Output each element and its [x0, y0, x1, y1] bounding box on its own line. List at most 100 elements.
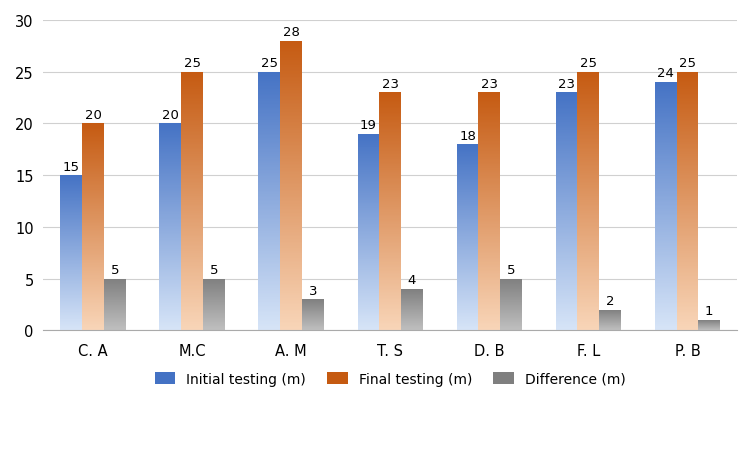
Bar — [456, 326, 478, 327]
Bar — [655, 231, 677, 233]
Bar — [60, 199, 82, 200]
Bar — [357, 256, 379, 257]
Bar — [379, 293, 401, 294]
Bar — [655, 280, 677, 281]
Bar — [159, 231, 181, 232]
Bar — [379, 221, 401, 222]
Bar — [357, 302, 379, 303]
Bar — [456, 273, 478, 274]
Bar — [478, 181, 500, 182]
Bar — [655, 92, 677, 93]
Bar — [655, 311, 677, 312]
Bar — [357, 221, 379, 222]
Bar — [456, 221, 478, 222]
Bar — [379, 107, 401, 109]
Bar — [181, 278, 203, 279]
Text: 24: 24 — [657, 67, 674, 80]
Bar — [60, 182, 82, 183]
Bar — [159, 230, 181, 231]
Bar — [181, 154, 203, 155]
Bar — [456, 282, 478, 283]
Bar — [181, 230, 203, 231]
Bar — [181, 87, 203, 88]
Bar — [578, 205, 599, 207]
Bar — [357, 297, 379, 298]
Bar — [677, 132, 699, 133]
Bar — [181, 316, 203, 318]
Bar — [181, 276, 203, 278]
Bar — [259, 189, 280, 190]
Bar — [677, 253, 699, 254]
Bar — [677, 127, 699, 128]
Bar — [181, 235, 203, 236]
Bar — [357, 299, 379, 300]
Bar — [181, 78, 203, 79]
Bar — [357, 181, 379, 183]
Bar — [181, 265, 203, 266]
Bar — [578, 125, 599, 127]
Bar — [259, 91, 280, 92]
Bar — [280, 327, 302, 329]
Bar — [556, 290, 578, 291]
Bar — [159, 157, 181, 158]
Bar — [655, 318, 677, 319]
Bar — [677, 268, 699, 270]
Bar — [556, 177, 578, 179]
Bar — [578, 295, 599, 296]
Bar — [578, 208, 599, 209]
Bar — [357, 287, 379, 288]
Bar — [259, 244, 280, 245]
Bar — [280, 153, 302, 154]
Bar — [181, 194, 203, 195]
Bar — [655, 183, 677, 184]
Bar — [379, 173, 401, 174]
Bar — [556, 250, 578, 251]
Bar — [556, 273, 578, 275]
Bar — [677, 163, 699, 164]
Bar — [379, 93, 401, 94]
Bar — [556, 109, 578, 110]
Bar — [357, 313, 379, 314]
Bar — [677, 202, 699, 203]
Bar — [159, 187, 181, 188]
Bar — [259, 310, 280, 311]
Bar — [379, 174, 401, 175]
Bar — [655, 177, 677, 178]
Bar — [556, 154, 578, 155]
Bar — [379, 147, 401, 148]
Bar — [159, 169, 181, 170]
Bar — [379, 113, 401, 115]
Bar — [578, 212, 599, 213]
Bar — [478, 227, 500, 229]
Bar — [259, 295, 280, 296]
Bar — [259, 316, 280, 318]
Bar — [280, 157, 302, 159]
Bar — [60, 314, 82, 315]
Bar — [456, 236, 478, 237]
Bar — [181, 190, 203, 191]
Bar — [159, 184, 181, 185]
Bar — [478, 129, 500, 130]
Bar — [478, 256, 500, 257]
Bar — [60, 196, 82, 197]
Bar — [478, 203, 500, 205]
Bar — [456, 191, 478, 192]
Bar — [280, 41, 302, 43]
Bar — [655, 326, 677, 327]
Bar — [259, 220, 280, 221]
Bar — [159, 327, 181, 328]
Bar — [677, 279, 699, 280]
Bar — [280, 82, 302, 83]
Text: 18: 18 — [459, 129, 476, 142]
Bar — [181, 147, 203, 149]
Bar — [478, 207, 500, 208]
Bar — [478, 235, 500, 237]
Bar — [456, 145, 478, 146]
Bar — [60, 223, 82, 224]
Bar — [280, 183, 302, 184]
Bar — [379, 243, 401, 244]
Bar — [280, 290, 302, 291]
Bar — [655, 133, 677, 135]
Bar — [655, 327, 677, 328]
Bar — [578, 308, 599, 310]
